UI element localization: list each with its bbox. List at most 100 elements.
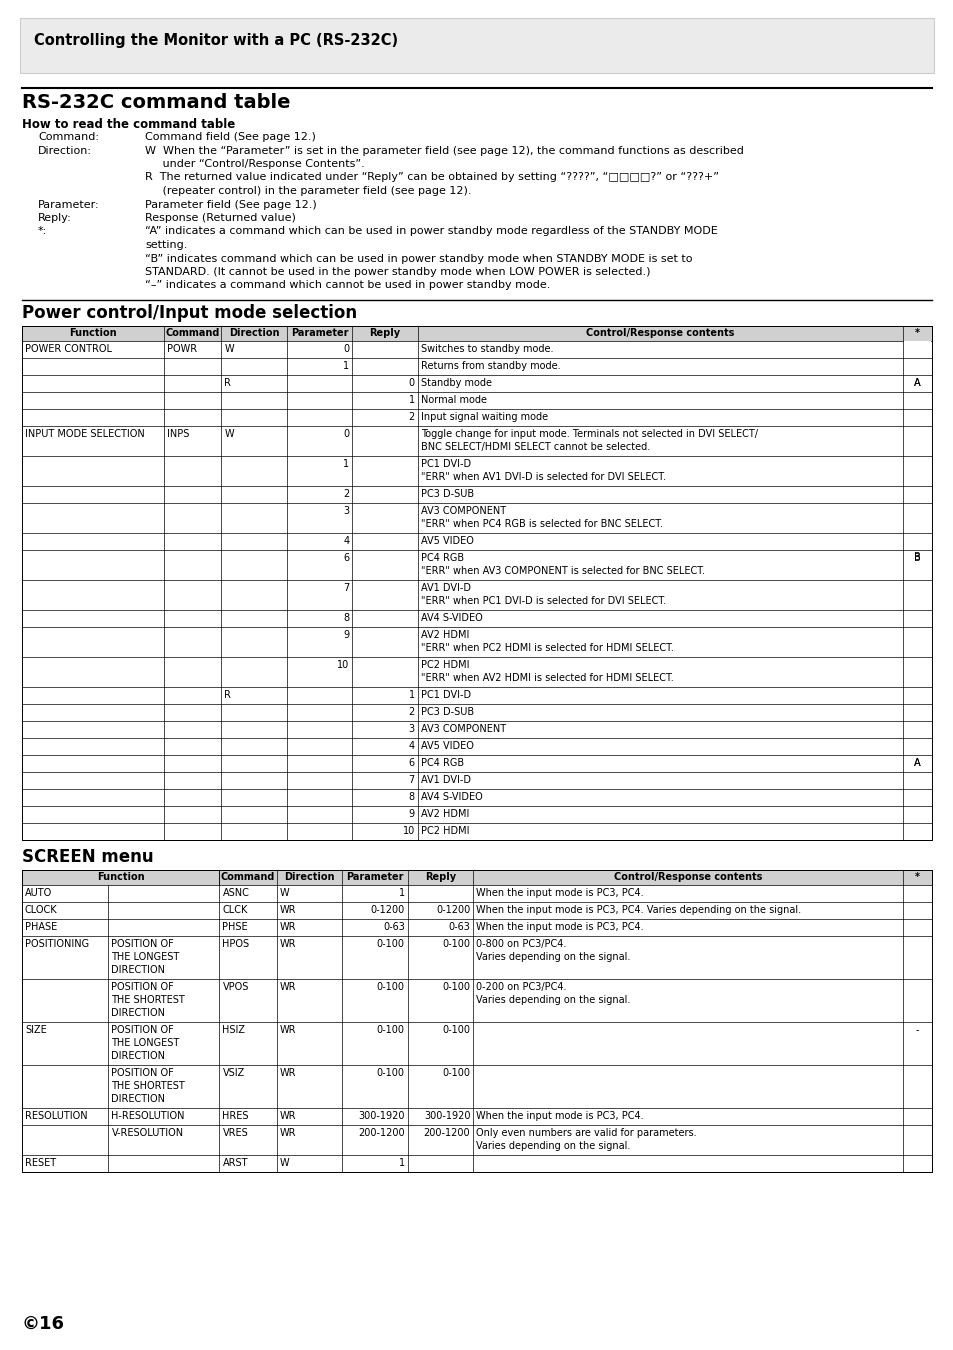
Text: A: A <box>913 378 920 387</box>
Text: 0-1200: 0-1200 <box>436 904 470 915</box>
Text: 8: 8 <box>408 792 415 802</box>
Text: 0-63: 0-63 <box>448 922 470 931</box>
Text: Response (Returned value): Response (Returned value) <box>145 213 295 223</box>
Text: POSITIONING: POSITIONING <box>25 940 89 949</box>
Text: 9: 9 <box>408 809 415 819</box>
Text: Parameter field (See page 12.): Parameter field (See page 12.) <box>145 200 316 209</box>
Text: Parameter:: Parameter: <box>38 200 99 209</box>
Text: AV2 HDMI: AV2 HDMI <box>420 630 469 640</box>
Text: “B” indicates command which can be used in power standby mode when STANDBY MODE : “B” indicates command which can be used … <box>145 254 692 263</box>
Text: Function: Function <box>97 872 145 882</box>
Text: 6: 6 <box>408 757 415 768</box>
Text: W: W <box>279 888 289 898</box>
Text: Toggle change for input mode. Terminals not selected in DVI SELECT/: Toggle change for input mode. Terminals … <box>420 429 757 439</box>
Text: B: B <box>913 552 920 562</box>
Text: Only even numbers are valid for parameters.: Only even numbers are valid for paramete… <box>476 1129 697 1138</box>
Text: 10: 10 <box>336 660 349 670</box>
Text: 200-1200: 200-1200 <box>423 1129 470 1138</box>
Text: -: - <box>915 1025 919 1035</box>
Text: 0-100: 0-100 <box>376 981 404 992</box>
Text: Command:: Command: <box>38 132 99 142</box>
Text: DIRECTION: DIRECTION <box>112 1008 165 1018</box>
Text: Direction: Direction <box>284 872 335 882</box>
Text: HRES: HRES <box>222 1111 249 1120</box>
Text: 0: 0 <box>343 344 349 354</box>
Text: 10: 10 <box>402 826 415 836</box>
Text: THE LONGEST: THE LONGEST <box>112 1038 179 1048</box>
Text: R: R <box>224 378 231 387</box>
Text: 1: 1 <box>398 888 404 898</box>
Text: 0-100: 0-100 <box>442 940 470 949</box>
Text: "ERR" when AV1 DVI-D is selected for DVI SELECT.: "ERR" when AV1 DVI-D is selected for DVI… <box>420 472 665 482</box>
Text: 1: 1 <box>343 360 349 371</box>
Text: Command field (See page 12.): Command field (See page 12.) <box>145 132 315 142</box>
Text: W: W <box>224 344 233 354</box>
Text: STANDARD. (It cannot be used in the power standby mode when LOW POWER is selecte: STANDARD. (It cannot be used in the powe… <box>145 267 650 277</box>
Text: 3: 3 <box>343 506 349 516</box>
Text: AV1 DVI-D: AV1 DVI-D <box>420 583 471 593</box>
Text: 0-100: 0-100 <box>376 1025 404 1035</box>
Text: AV5 VIDEO: AV5 VIDEO <box>420 536 474 545</box>
Text: RESET: RESET <box>25 1158 56 1168</box>
Text: PC4 RGB: PC4 RGB <box>420 757 463 768</box>
Text: INPS: INPS <box>167 429 189 439</box>
Text: AUTO: AUTO <box>25 888 52 898</box>
Text: VPOS: VPOS <box>222 981 249 992</box>
Text: PC1 DVI-D: PC1 DVI-D <box>420 459 471 468</box>
Text: PHSE: PHSE <box>222 922 248 931</box>
Text: “A” indicates a command which can be used in power standby mode regardless of th: “A” indicates a command which can be use… <box>145 227 717 236</box>
Text: 2: 2 <box>343 489 349 500</box>
Text: 300-1920: 300-1920 <box>358 1111 404 1120</box>
Text: 1: 1 <box>343 459 349 468</box>
Text: 0-100: 0-100 <box>442 981 470 992</box>
Text: Parameter: Parameter <box>291 328 348 338</box>
Text: R: R <box>224 690 231 701</box>
Text: 200-1200: 200-1200 <box>357 1129 404 1138</box>
Text: POSITION OF: POSITION OF <box>112 940 174 949</box>
Text: AV1 DVI-D: AV1 DVI-D <box>420 775 471 784</box>
Text: ARST: ARST <box>222 1158 248 1168</box>
Text: 1: 1 <box>408 690 415 701</box>
Text: INPUT MODE SELECTION: INPUT MODE SELECTION <box>25 429 145 439</box>
Text: 300-1920: 300-1920 <box>423 1111 470 1120</box>
Text: 0-100: 0-100 <box>376 940 404 949</box>
Text: WR: WR <box>279 1111 296 1120</box>
Text: H-RESOLUTION: H-RESOLUTION <box>112 1111 185 1120</box>
Text: 7: 7 <box>343 583 349 593</box>
Text: R  The returned value indicated under “Reply” can be obtained by setting “????”,: R The returned value indicated under “Re… <box>145 173 719 182</box>
Text: POSITION OF: POSITION OF <box>112 1068 174 1079</box>
Text: under “Control/Response Contents”.: under “Control/Response Contents”. <box>145 159 364 169</box>
Text: Reply:: Reply: <box>38 213 71 223</box>
Text: Reply: Reply <box>425 872 456 882</box>
Text: "ERR" when AV3 COMPONENT is selected for BNC SELECT.: "ERR" when AV3 COMPONENT is selected for… <box>420 566 704 576</box>
Text: 2: 2 <box>408 412 415 423</box>
Text: AV4 S-VIDEO: AV4 S-VIDEO <box>420 613 482 622</box>
Text: Power control/Input mode selection: Power control/Input mode selection <box>22 304 356 323</box>
Text: Control/Response contents: Control/Response contents <box>614 872 761 882</box>
Text: THE SHORTEST: THE SHORTEST <box>112 1081 185 1091</box>
Text: 2: 2 <box>408 707 415 717</box>
Text: Standby mode: Standby mode <box>420 378 492 387</box>
Text: When the input mode is PC3, PC4.: When the input mode is PC3, PC4. <box>476 1111 643 1120</box>
Text: B: B <box>913 554 920 563</box>
Text: *: * <box>914 328 919 338</box>
Text: W  When the “Parameter” is set in the parameter field (see page 12), the command: W When the “Parameter” is set in the par… <box>145 146 743 155</box>
Text: VRES: VRES <box>222 1129 248 1138</box>
Text: WR: WR <box>279 904 296 915</box>
Text: 8: 8 <box>343 613 349 622</box>
Text: 9: 9 <box>343 630 349 640</box>
Text: "ERR" when PC1 DVI-D is selected for DVI SELECT.: "ERR" when PC1 DVI-D is selected for DVI… <box>420 595 665 606</box>
Text: WR: WR <box>279 1068 296 1079</box>
Text: 0-100: 0-100 <box>442 1025 470 1035</box>
Text: 1: 1 <box>398 1158 404 1168</box>
Text: Control/Response contents: Control/Response contents <box>585 328 734 338</box>
Text: When the input mode is PC3, PC4.: When the input mode is PC3, PC4. <box>476 922 643 931</box>
Text: A: A <box>913 757 920 768</box>
Text: 0-100: 0-100 <box>442 1068 470 1079</box>
Text: HSIZ: HSIZ <box>222 1025 245 1035</box>
Text: (repeater control) in the parameter field (see page 12).: (repeater control) in the parameter fiel… <box>145 186 471 196</box>
Text: How to read the command table: How to read the command table <box>22 117 235 131</box>
Text: ASNC: ASNC <box>222 888 249 898</box>
Text: 7: 7 <box>408 775 415 784</box>
Text: POSITION OF: POSITION OF <box>112 1025 174 1035</box>
